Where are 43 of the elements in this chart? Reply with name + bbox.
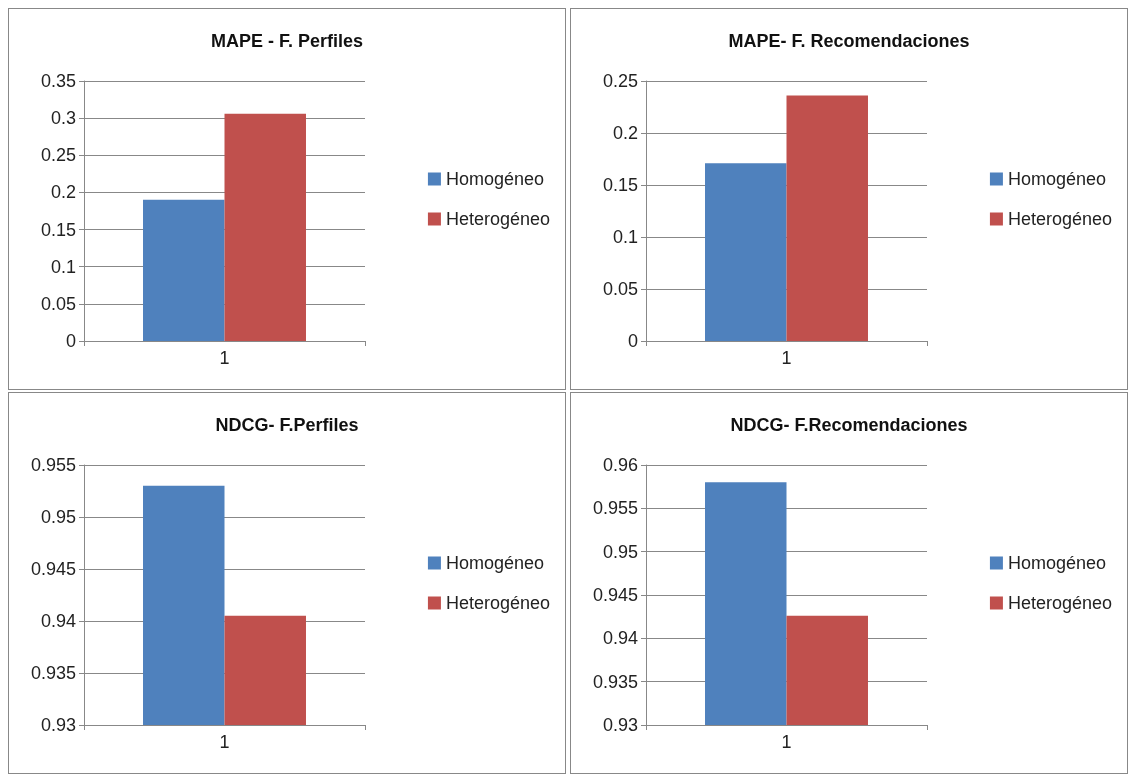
chart-title: MAPE - F. Perfiles bbox=[210, 31, 364, 51]
x-tick-label: 1 bbox=[219, 348, 230, 368]
legend-label: Heterogéneo bbox=[445, 209, 551, 229]
y-tick-label: 0.2 bbox=[612, 123, 638, 143]
y-tick-label: 0.3 bbox=[50, 108, 76, 129]
y-tick-label: 0.1 bbox=[612, 227, 638, 247]
y-tick-label: 0.15 bbox=[602, 175, 638, 195]
y-tick-label: 0.25 bbox=[602, 71, 638, 91]
chart-title: NDCG- F.Recomendaciones bbox=[730, 415, 968, 435]
y-tick-label: 0.955 bbox=[30, 455, 76, 475]
y-tick-label: 0.945 bbox=[30, 559, 76, 579]
y-tick-label: 0.94 bbox=[602, 628, 638, 649]
y-tick-label: 0.95 bbox=[40, 507, 76, 527]
y-tick-label: 0.935 bbox=[592, 671, 638, 692]
x-tick-label: 1 bbox=[781, 732, 792, 752]
y-tick-label: 0.94 bbox=[40, 611, 76, 631]
chart-title: MAPE- F. Recomendaciones bbox=[728, 31, 970, 51]
y-tick-label: 0.05 bbox=[602, 279, 638, 299]
legend-label: Heterogéneo bbox=[445, 593, 551, 613]
legend-label: Homogéneo bbox=[445, 169, 544, 189]
y-tick-label: 0.35 bbox=[40, 71, 76, 91]
y-tick-label: 0.25 bbox=[40, 145, 76, 166]
x-tick-label: 1 bbox=[219, 732, 230, 752]
y-tick-label: 0.935 bbox=[30, 663, 76, 683]
legend-label: Homogéneo bbox=[445, 553, 544, 573]
y-tick-label: 0.2 bbox=[50, 182, 76, 203]
y-tick-label: 0.05 bbox=[40, 293, 76, 314]
y-tick-label: 0 bbox=[65, 331, 76, 351]
y-tick-label: 0.15 bbox=[40, 219, 76, 240]
y-tick-label: 0 bbox=[627, 331, 638, 351]
chart-title: NDCG- F.Perfiles bbox=[215, 415, 359, 435]
y-tick-label: 0.95 bbox=[602, 541, 638, 562]
y-tick-label: 0.1 bbox=[50, 256, 76, 277]
y-tick-label: 0.96 bbox=[602, 455, 638, 475]
y-tick-label: 0.93 bbox=[40, 715, 76, 735]
legend-label: Heterogéneo bbox=[1007, 209, 1113, 229]
y-tick-label: 0.93 bbox=[602, 715, 638, 735]
y-tick-label: 0.945 bbox=[592, 585, 638, 605]
x-tick-label: 1 bbox=[781, 348, 792, 368]
legend-label: Homogéneo bbox=[1007, 169, 1106, 189]
legend-label: Homogéneo bbox=[1007, 553, 1106, 573]
y-tick-label: 0.955 bbox=[592, 498, 638, 519]
legend-label: Heterogéneo bbox=[1007, 593, 1113, 613]
